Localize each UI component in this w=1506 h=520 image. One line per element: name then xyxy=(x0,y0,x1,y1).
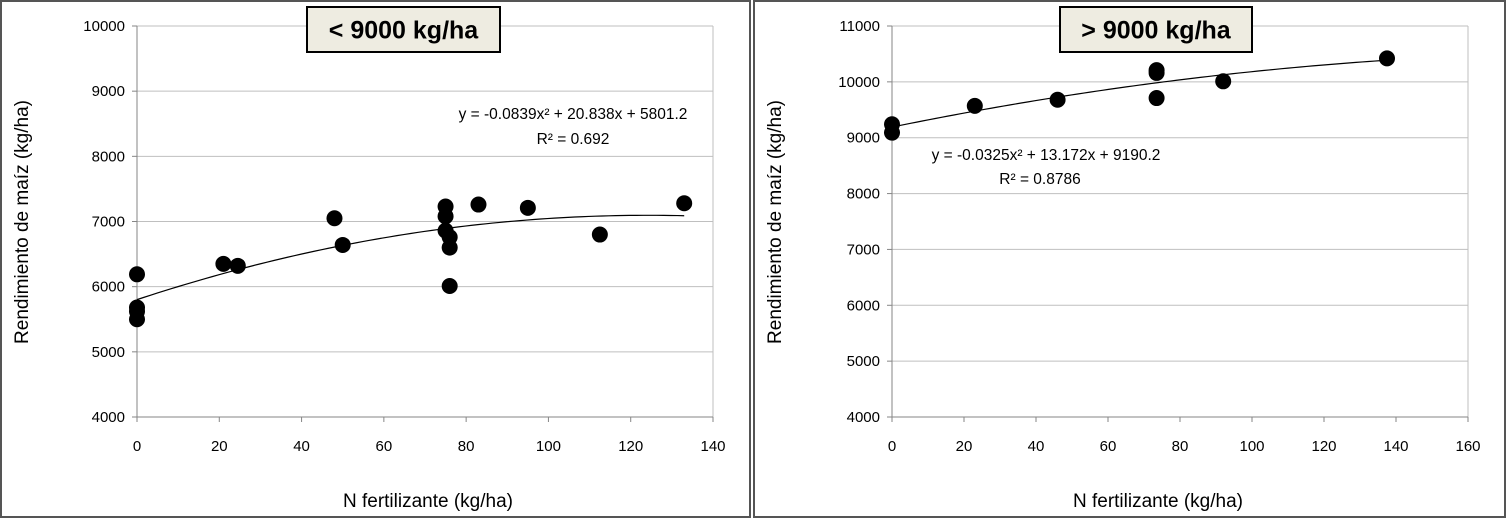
right-x-tick-label: 60 xyxy=(1100,438,1117,455)
right-data-point xyxy=(1049,91,1066,108)
chart-left-svg: 4000 5000 6000 7000 8000 9000 10000 0 20 40 60 80 10… xyxy=(12,6,726,512)
right-y-tick-label: 10000 xyxy=(838,74,880,91)
left-trendline xyxy=(136,214,685,301)
left-y-tick-label: 6000 xyxy=(92,279,125,296)
right-x-tick-label: 0 xyxy=(888,438,896,455)
chart-panel-right: 4000 5000 6000 7000 8000 9000 10000 11000 0 20 40 6… xyxy=(753,0,1506,518)
left-data-point xyxy=(591,226,608,243)
right-y-tick-label: 7000 xyxy=(847,241,880,258)
left-x-tick-label: 60 xyxy=(376,438,393,455)
left-y-tick-label: 8000 xyxy=(92,148,125,165)
left-r-squared: R² = 0.692 xyxy=(537,131,610,148)
left-x-tick-label: 140 xyxy=(700,438,725,455)
left-data-point xyxy=(437,208,454,225)
right-data-point xyxy=(1148,64,1165,81)
right-y-tick-label: 6000 xyxy=(847,297,880,314)
right-trend-equation: y = -0.0325x² + 13.172x + 9190.2 xyxy=(932,147,1161,164)
left-chart-title: < 9000 kg/ha xyxy=(329,17,479,45)
right-x-tick-label: 20 xyxy=(956,438,973,455)
left-data-point xyxy=(676,195,693,212)
left-x-tick-label: 100 xyxy=(536,438,561,455)
right-chart-title: > 9000 kg/ha xyxy=(1081,17,1231,45)
right-y-tick-label: 11000 xyxy=(839,18,880,35)
left-data-point xyxy=(334,236,351,253)
chart-panel-left: 4000 5000 6000 7000 8000 9000 10000 0 20 40 60 80 10… xyxy=(0,0,751,518)
left-data-point xyxy=(441,278,458,295)
left-trend-equation: y = -0.0839x² + 20.838x + 5801.2 xyxy=(459,106,688,123)
left-data-point xyxy=(326,210,343,227)
left-y-tick-label: 9000 xyxy=(92,83,125,100)
left-y-tick-label: 10000 xyxy=(83,18,125,35)
right-r-squared: R² = 0.8786 xyxy=(999,171,1080,188)
left-y-tick-label: 5000 xyxy=(92,344,125,361)
right-x-tick-label: 140 xyxy=(1383,438,1408,455)
right-y-tick-label: 8000 xyxy=(847,186,880,203)
left-x-tick-label: 20 xyxy=(211,438,228,455)
right-title-box xyxy=(1059,6,1253,53)
left-data-point xyxy=(519,199,536,216)
left-data-point xyxy=(229,257,246,274)
left-data-point xyxy=(129,311,145,328)
right-x-tick-label: 100 xyxy=(1239,438,1264,455)
left-x-tick-label: 0 xyxy=(133,438,141,455)
right-x-axis-title: N fertilizante (kg/ha) xyxy=(1073,491,1243,512)
right-x-tick-label: 160 xyxy=(1455,438,1480,455)
left-x-tick-label: 120 xyxy=(618,438,643,455)
right-x-tick-label: 80 xyxy=(1172,438,1189,455)
left-y-tick-label: 4000 xyxy=(92,409,125,426)
right-y-axis-title: Rendimiento de maíz (kg/ha) xyxy=(765,100,786,344)
right-data-point xyxy=(1148,90,1165,107)
left-title-box xyxy=(306,6,501,53)
left-data-point xyxy=(470,196,487,213)
right-data-point xyxy=(1379,50,1395,67)
right-y-tick-label: 9000 xyxy=(847,130,880,147)
left-x-tick-label: 40 xyxy=(293,438,310,455)
right-y-tick-label: 5000 xyxy=(847,353,880,370)
right-x-tick-label: 120 xyxy=(1311,438,1336,455)
right-data-point xyxy=(884,124,900,141)
right-data-point xyxy=(966,97,983,114)
left-data-point xyxy=(215,255,232,272)
chart-right-svg: 4000 5000 6000 7000 8000 9000 10000 11000 0 20 40 6… xyxy=(765,6,1481,512)
left-data-point xyxy=(129,266,145,283)
left-x-tick-label: 80 xyxy=(458,438,475,455)
right-y-tick-label: 4000 xyxy=(847,409,880,426)
right-trendline xyxy=(891,59,1388,128)
right-x-tick-label: 40 xyxy=(1028,438,1045,455)
left-y-tick-label: 7000 xyxy=(92,214,125,231)
left-data-point xyxy=(441,239,458,256)
right-data-point xyxy=(1215,73,1232,90)
left-y-axis-title: Rendimiento de maíz (kg/ha) xyxy=(12,100,33,344)
left-x-axis-title: N fertilizante (kg/ha) xyxy=(343,491,513,512)
